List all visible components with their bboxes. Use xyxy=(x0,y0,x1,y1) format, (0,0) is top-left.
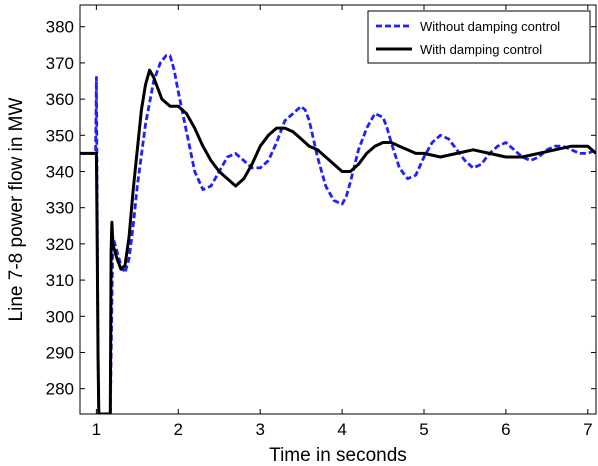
y-tick-label: 300 xyxy=(46,307,74,326)
legend-label-with-damping: With damping control xyxy=(420,42,542,57)
y-tick-label: 280 xyxy=(46,380,74,399)
y-tick-label: 330 xyxy=(46,199,74,218)
series-line-without-damping xyxy=(80,54,596,414)
x-tick-label: 3 xyxy=(255,420,264,439)
y-tick-label: 340 xyxy=(46,162,74,181)
y-tick-label: 360 xyxy=(46,90,74,109)
x-tick-label: 5 xyxy=(419,420,428,439)
legend-box xyxy=(367,10,591,64)
x-axis-title: Time in seconds xyxy=(269,445,407,466)
y-axis-title: Line 7-8 power flow in MW xyxy=(6,98,27,322)
plot-frame xyxy=(79,4,597,415)
x-tick-label: 2 xyxy=(174,420,183,439)
y-tick-label: 320 xyxy=(46,235,74,254)
x-tick-label: 7 xyxy=(583,420,592,439)
legend: Without damping control With damping con… xyxy=(367,10,591,64)
legend-label-without-damping: Without damping control xyxy=(420,19,560,34)
x-tick-label: 6 xyxy=(501,420,510,439)
y-tick-label: 370 xyxy=(46,54,74,73)
x-tick-label: 4 xyxy=(337,420,346,439)
axes: 1 2 3 4 5 6 7 280 290 300 310 320 330 340 350 360 370 380 xyxy=(46,4,597,439)
x-tick-label: 1 xyxy=(92,420,101,439)
plot-area xyxy=(80,54,596,414)
y-tick-label: 380 xyxy=(46,18,74,37)
y-tick-label: 290 xyxy=(46,343,74,362)
series-line-with-damping xyxy=(80,68,596,414)
y-tick-label: 310 xyxy=(46,271,74,290)
y-tick-label: 350 xyxy=(46,126,74,145)
